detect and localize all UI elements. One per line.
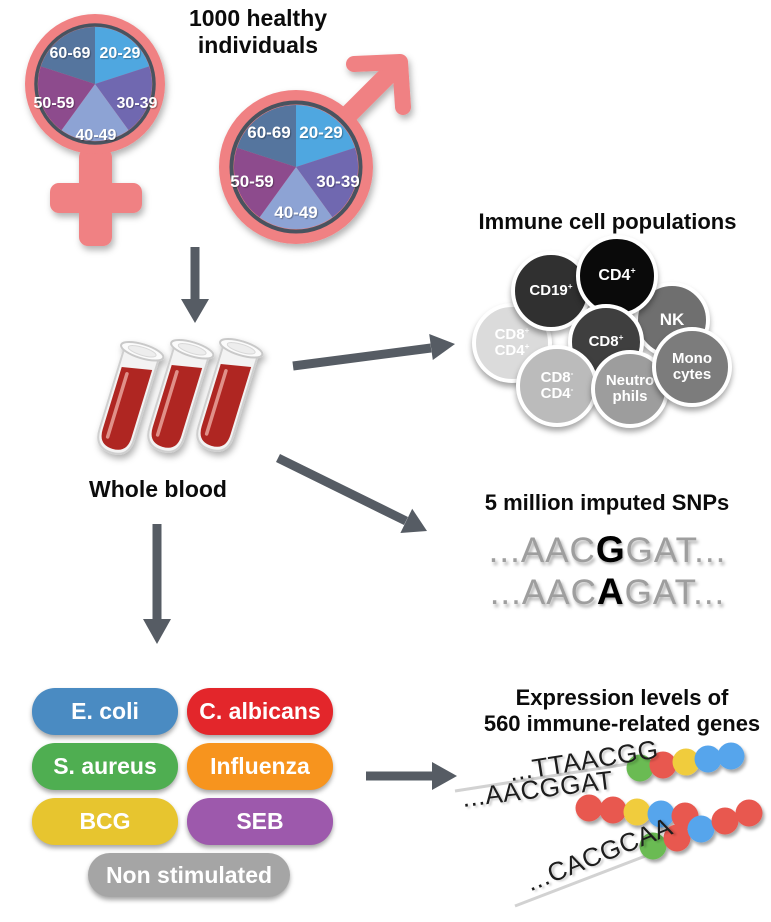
snp-seq-pre: ...AAC [488,531,596,570]
gene-dot [694,745,722,773]
arrow-to-immune-head-icon [429,334,455,360]
age-label: 40-49 [76,127,117,144]
stimulus-pill-saureus: S. aureus [32,743,178,790]
expression-dots [575,742,763,860]
stimulus-pill-seb: SEB [187,798,333,845]
cell-circle-cd4pos: CD4+ [576,235,658,317]
gene-dot [687,815,715,843]
stimulus-pill-bcg: BCG [32,798,178,845]
age-label: 40-49 [274,203,317,222]
pie-slice-30-39 [296,147,359,218]
gene-dot [649,751,677,779]
male-arrow-head [346,54,411,115]
cell-circle-monocytes: Mono cytes [652,327,732,407]
arrow-to-expression-head-icon [432,762,457,790]
whole-blood-label: Whole blood [89,476,227,502]
cell-circle-cd19pos: CD19+ [511,251,591,331]
age-label: 60-69 [50,45,91,62]
snp-allele: A [596,570,625,612]
pie-slice-60-69 [237,104,296,167]
age-label: 20-29 [100,45,141,62]
age-label: 20-29 [299,123,342,142]
blood-tube-icon [196,337,264,452]
stimulus-pill-influenza: Influenza [187,743,333,790]
gene-strands [454,742,763,908]
age-label: 60-69 [247,123,290,142]
snp-sequence-row: ...AACGGAT... [420,528,771,571]
snp-allele: G [595,528,626,570]
arrow-to-snps-icon [276,453,408,526]
female-cross-stem [79,148,112,246]
arrow-to-snps-head-icon [400,508,427,533]
pie-slice-40-49 [259,167,333,230]
strand-line [514,853,649,908]
female-symbol-icon: 20-29 30-39 40-49 50-59 60-69 [25,14,165,246]
age-pie-female: 20-29 30-39 40-49 50-59 60-69 [34,23,158,145]
pie-slice-40-49 [61,84,129,141]
immune-populations-title: Immune cell populations [478,209,737,234]
gene-dot [639,832,667,860]
pie-ring [34,23,156,145]
arrow-to-blood-head-icon [181,299,209,323]
blood-tube-icon [97,340,165,455]
snp-seq-pre: ...AAC [489,573,597,612]
arrow-to-immune-icon [292,343,432,371]
strand-line [454,761,635,793]
gene-dot [735,799,763,827]
male-arrow-shaft [334,63,400,129]
age-label: 30-39 [117,95,158,112]
gene-dot [623,798,651,826]
gene-dot [663,824,691,852]
blood-tubes-icon [97,337,264,455]
pie-slice-30-39 [95,66,152,131]
pie-slice-20-29 [296,104,355,167]
gene-dot [599,796,627,824]
age-label: 50-59 [34,95,75,112]
snps-title: 5 million imputed SNPs [484,490,730,515]
gene-dot [575,794,603,822]
gene-dot [626,754,654,782]
pie-slice-50-59 [233,147,296,218]
gene-dot [672,748,700,776]
stimulus-pill-ecoli: E. coli [32,688,178,735]
stimulus-pill-calbicans: C. albicans [187,688,333,735]
pie-ring [229,100,363,234]
age-label: 50-59 [230,172,273,191]
age-label: 30-39 [316,172,359,191]
male-symbol-icon: 20-29 30-39 40-49 50-59 60-69 [219,54,411,244]
age-pie-male: 20-29 30-39 40-49 50-59 60-69 [229,100,363,234]
stimulus-pill-nonstim: Non stimulated [88,853,290,897]
snp-seq-post: GAT... [624,573,726,612]
pie-slice-50-59 [38,66,95,131]
gene-dot [711,807,739,835]
pie-slice-20-29 [95,27,150,84]
pie-slice-60-69 [40,27,95,84]
snp-sequence-row: ...AACAGAT... [420,570,771,613]
flow-arrows [143,247,457,790]
gene-dot [717,742,745,770]
cohort-title: 1000 healthy individuals [188,5,328,58]
expression-title: Expression levels of 560 immune-related … [483,685,761,736]
arrow-to-stimuli-head-icon [143,619,171,644]
blood-tube-icon [147,338,215,453]
cell-circle-cd8neg-cd4neg: CD8- CD4- [516,345,598,427]
snp-seq-post: GAT... [625,531,727,570]
gene-dot [647,800,675,828]
